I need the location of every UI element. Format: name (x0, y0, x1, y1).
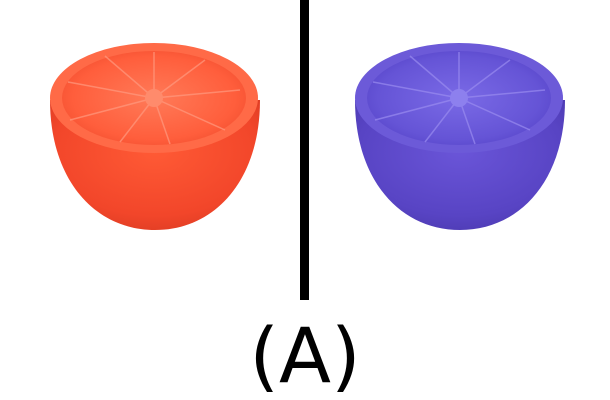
figure-caption: (A) (249, 311, 361, 400)
blue-orange-half-image (355, 43, 565, 230)
red-orange-half-image (50, 43, 260, 230)
vertical-divider (300, 0, 309, 300)
